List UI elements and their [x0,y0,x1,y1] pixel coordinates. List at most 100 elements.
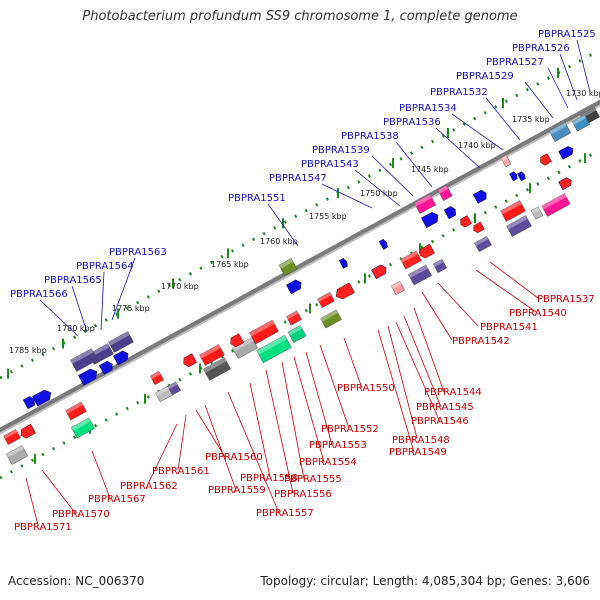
gene-label-upper[interactable]: PBPRA1539 [312,145,370,156]
gene-feature[interactable] [458,215,472,229]
gene-highlight [400,250,419,263]
gene-label-upper[interactable]: PBPRA1563 [109,247,167,258]
gene-feature[interactable] [149,370,165,386]
gene-feature[interactable] [408,264,432,286]
gene-label-lower[interactable]: PBPRA1546 [411,416,469,427]
gene-feature[interactable] [500,154,512,168]
gene-feature[interactable] [199,344,225,366]
gene-feature[interactable] [3,428,21,446]
gene-feature[interactable] [390,280,406,296]
gene-label-lower[interactable]: PBPRA1571 [14,522,72,533]
gene-label-lower[interactable]: PBPRA1537 [537,294,595,305]
gene-label-upper[interactable]: PBPRA1564 [76,261,134,272]
gene-feature[interactable] [432,258,448,274]
gene-feature[interactable] [78,367,99,386]
gene-feature[interactable] [286,278,303,295]
gene-label-lower[interactable]: PBPRA1552 [321,424,379,435]
gene-label-lower[interactable]: PBPRA1545 [416,402,474,413]
gene-feature[interactable] [371,263,388,280]
gene-arrow [78,368,98,386]
gene-label-lower[interactable]: PBPRA1556 [274,489,332,500]
gene-label-lower[interactable]: PBPRA1555 [284,474,342,485]
gene-label-lower[interactable]: PBPRA1557 [256,508,314,519]
gene-label-upper[interactable]: PBPRA1547 [269,173,327,184]
gene-feature[interactable] [98,360,114,375]
gene-feature[interactable] [472,189,488,204]
gene-label-upper[interactable]: PBPRA1543 [301,159,359,170]
gene-feature[interactable] [558,145,576,160]
gene-label-lower[interactable]: PBPRA1570 [52,509,110,520]
gene-label-upper[interactable]: PBPRA1536 [383,117,441,128]
gene-label-lower[interactable]: PBPRA1567 [88,494,146,505]
gene-label-upper[interactable]: PBPRA1538 [341,131,399,142]
gene-feature[interactable] [413,194,437,214]
gene-feature[interactable] [320,309,342,329]
gene-feature[interactable] [22,395,37,410]
gene-feature[interactable] [286,310,302,326]
gene-highlight [65,401,84,414]
gene-feature[interactable] [228,333,245,349]
gene-feature[interactable] [338,258,349,269]
gene-feature[interactable] [506,215,532,237]
gene-label-lower[interactable]: PBPRA1559 [208,485,266,496]
gene-feature[interactable] [558,176,574,191]
gene-feature[interactable] [571,114,591,132]
gene-label-lower[interactable]: PBPRA1554 [299,457,357,468]
gene-feature[interactable] [256,334,292,364]
gene-feature[interactable] [5,445,29,465]
gene-label-upper[interactable]: PBPRA1525 [538,29,596,40]
gene-label-upper[interactable]: PBPRA1565 [44,275,102,286]
gene-label-lower[interactable]: PBPRA1562 [120,481,178,492]
gene-feature[interactable] [472,221,485,234]
gene-label-upper[interactable]: PBPRA1526 [512,43,570,54]
gene-feature[interactable] [71,417,95,439]
gene-feature[interactable] [18,423,36,439]
gene-label-lower[interactable]: PBPRA1560 [205,452,263,463]
gene-label-lower[interactable]: PBPRA1561 [152,466,210,477]
gene-label-lower[interactable]: PBPRA1541 [480,322,538,333]
gene-label-upper[interactable]: PBPRA1527 [486,57,544,68]
gene-label-lower[interactable]: PBPRA1540 [509,308,567,319]
gene-feature[interactable] [400,250,422,270]
gene-feature[interactable] [108,331,134,353]
gene-feature[interactable] [421,210,440,229]
gene-label-upper[interactable]: PBPRA1534 [399,103,457,114]
gene-feature[interactable] [474,235,492,253]
gene-label-upper[interactable]: PBPRA1532 [430,87,488,98]
gene-feature[interactable] [538,153,552,167]
gene-label-lower[interactable]: PBPRA1558 [240,473,298,484]
gene-feature[interactable] [530,206,544,220]
gene-feature[interactable] [417,243,435,259]
gene-label-lower[interactable]: PBPRA1542 [452,336,510,347]
gene-label-lower[interactable]: PBPRA1550 [337,383,395,394]
gene-feature[interactable] [203,357,231,381]
gene-feature[interactable] [500,200,526,222]
gene-feature[interactable] [517,171,526,182]
gene-block [155,385,173,403]
gene-feature[interactable] [287,325,307,343]
gene-feature[interactable] [65,401,87,421]
gene-label-lower[interactable]: PBPRA1544 [424,387,482,398]
gene-label-upper[interactable]: PBPRA1551 [228,193,286,204]
gene-feature[interactable] [437,185,453,201]
gene-feature[interactable] [181,353,198,369]
gene-feature[interactable] [548,122,572,142]
gene-feature[interactable] [70,348,98,372]
gene-feature[interactable] [278,258,298,276]
gene-label-lower[interactable]: PBPRA1548 [392,435,450,446]
gene-feature[interactable] [249,319,279,345]
gene-feature[interactable] [317,291,335,309]
gene-feature[interactable] [113,349,130,366]
gene-label-lower[interactable]: PBPRA1553 [309,440,367,451]
gene-label-lower[interactable]: PBPRA1549 [389,447,447,458]
gene-feature[interactable] [32,388,53,407]
gene-label-upper[interactable]: PBPRA1566 [10,289,68,300]
gene-feature[interactable] [541,193,571,217]
gene-feature[interactable] [378,239,389,250]
gene-feature[interactable] [155,385,173,403]
leader-line [71,285,88,333]
gene-feature[interactable] [509,171,518,182]
gene-feature[interactable] [333,282,355,301]
gene-feature[interactable] [443,205,458,220]
gene-label-upper[interactable]: PBPRA1529 [456,71,514,82]
